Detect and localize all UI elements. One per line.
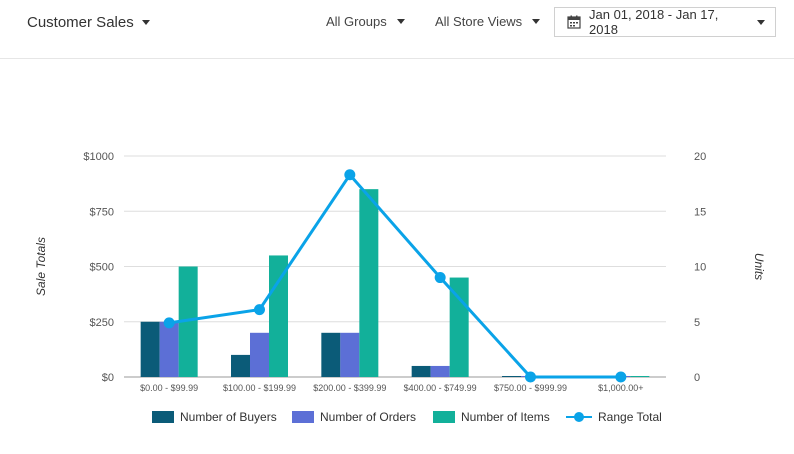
range-total-point	[344, 169, 356, 181]
store-view-dropdown[interactable]: All Store Views	[435, 14, 541, 29]
bar-number-of-buyers	[411, 365, 431, 377]
chart-legend: Number of Buyers Number of Orders Number…	[0, 410, 794, 430]
legend-swatch-buyers	[152, 411, 174, 423]
range-total-line	[168, 172, 621, 379]
chevron-down-icon	[757, 19, 765, 25]
chevron-down-icon	[532, 19, 541, 24]
right-tick-label: 20	[694, 151, 706, 163]
category-tick-label: $750.00 - $999.99	[494, 383, 567, 393]
legend-label-items: Number of Items	[461, 410, 550, 424]
legend-item-range-total[interactable]: Range Total	[566, 410, 662, 424]
report-toolbar: Customer Sales All Groups All Store View…	[0, 0, 794, 59]
range-total-point	[163, 317, 175, 329]
left-tick-label: $1000	[83, 151, 114, 163]
legend-swatch-orders	[292, 411, 314, 423]
legend-label-orders: Number of Orders	[320, 410, 417, 424]
left-tick-label: $0	[102, 372, 114, 384]
right-tick-label: 0	[694, 372, 700, 384]
report-type-dropdown[interactable]: Customer Sales	[27, 14, 150, 31]
legend-item-orders[interactable]: Number of Orders	[292, 410, 416, 424]
category-tick-label: $400.00 - $749.99	[404, 383, 477, 393]
range-total-point	[434, 272, 446, 284]
chevron-down-icon	[141, 20, 150, 25]
chevron-down-icon	[396, 19, 405, 24]
legend-swatch-items	[433, 411, 455, 423]
bar-number-of-orders	[159, 321, 179, 377]
legend-label-range-total: Range Total	[598, 410, 662, 424]
bar-number-of-buyers	[502, 376, 521, 377]
store-view-label: All Store Views	[435, 14, 523, 29]
legend-item-buyers[interactable]: Number of Buyers	[152, 410, 277, 424]
right-tick-label: 10	[694, 262, 706, 274]
customer-sales-chart: $0 $250 $500 $750 $1000 0 5 10 15 20 Sale Totals Un…	[34, 151, 766, 393]
legend-swatch-range-total	[566, 411, 592, 423]
legend-label-buyers: Number of Buyers	[180, 410, 277, 424]
range-total-point	[254, 304, 265, 316]
report-type-label: Customer Sales	[27, 14, 134, 31]
bar-number-of-buyers	[321, 332, 341, 377]
bar-number-of-orders	[340, 332, 360, 377]
date-range-label: Jan 01, 2018 - Jan 17, 2018	[589, 7, 719, 37]
right-axis-title: Units	[752, 253, 766, 280]
left-tick-label: $500	[90, 262, 114, 274]
range-total-point	[615, 371, 627, 383]
bar-number-of-items	[178, 266, 198, 377]
bar-number-of-buyers	[140, 321, 160, 377]
bar-number-of-orders	[430, 365, 450, 377]
category-tick-label: $0.00 - $99.99	[140, 383, 198, 393]
customer-group-label: All Groups	[326, 14, 387, 29]
left-axis-title: Sale Totals	[34, 237, 48, 296]
calendar-icon	[567, 15, 581, 29]
bar-number-of-orders	[250, 332, 269, 377]
date-range-picker[interactable]: Jan 01, 2018 - Jan 17, 2018	[554, 7, 776, 37]
bar-number-of-items	[630, 376, 650, 377]
left-tick-label: $250	[90, 317, 114, 329]
range-total-point	[525, 371, 536, 383]
bar-number-of-items	[359, 189, 379, 377]
category-tick-label: $1,000.00+	[598, 383, 643, 393]
customer-group-dropdown[interactable]: All Groups	[326, 14, 405, 29]
legend-item-items[interactable]: Number of Items	[433, 410, 550, 424]
bar-number-of-buyers	[231, 354, 250, 377]
right-tick-label: 15	[694, 206, 706, 218]
category-tick-label: $200.00 - $399.99	[313, 383, 386, 393]
left-tick-label: $750	[90, 206, 114, 218]
right-tick-label: 5	[694, 317, 700, 329]
category-tick-label: $100.00 - $199.99	[223, 383, 296, 393]
